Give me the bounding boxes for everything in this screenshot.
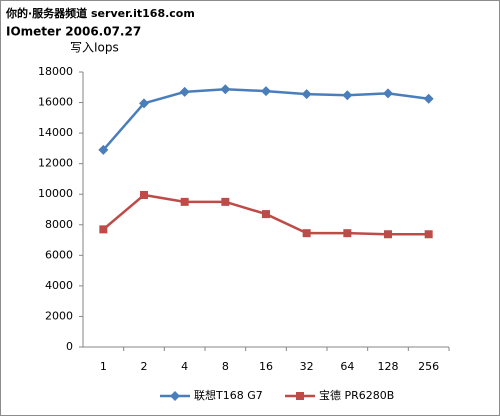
point <box>98 144 109 155</box>
y-tick-label: 4000 <box>45 279 73 292</box>
x-tick-label: 1 <box>100 360 107 373</box>
point <box>423 93 434 104</box>
x-tick-label: 8 <box>222 360 229 373</box>
legend-label: 联想T168 G7 <box>194 388 263 402</box>
point <box>220 84 231 95</box>
point <box>261 86 271 97</box>
point <box>179 86 190 97</box>
x-tick-label: 128 <box>378 360 399 373</box>
point <box>301 89 312 100</box>
point <box>262 210 270 219</box>
point <box>343 229 352 238</box>
point <box>139 98 149 109</box>
legend-label: 宝德 PR6280B <box>319 388 394 402</box>
point <box>342 90 353 101</box>
x-tick-label: 32 <box>300 360 314 373</box>
x-tick-label: 2 <box>141 360 148 373</box>
point <box>140 190 148 199</box>
point <box>180 197 189 206</box>
legend-marker <box>296 392 304 400</box>
y-tick-label: 2000 <box>45 309 73 322</box>
chart-title: 写入Iops <box>70 41 119 55</box>
point <box>383 88 393 99</box>
y-tick-label: 14000 <box>38 126 73 139</box>
x-tick-label: 64 <box>340 360 354 373</box>
x-tick-label: 16 <box>259 360 273 373</box>
watermark: 你的·服务器频道 server.it168.com <box>5 6 195 20</box>
legend-marker <box>170 391 180 401</box>
subtitle: IOmeter 2006.07.27 <box>6 25 141 39</box>
x-tick-label: 256 <box>418 360 439 373</box>
y-tick-label: 18000 <box>38 65 73 78</box>
point <box>302 229 311 238</box>
x-tick-label: 4 <box>181 360 188 373</box>
y-tick-label: 8000 <box>45 218 73 231</box>
y-tick-label: 0 <box>66 340 73 353</box>
point <box>221 197 230 206</box>
point <box>99 225 108 234</box>
y-tick-label: 12000 <box>38 157 73 170</box>
y-tick-label: 10000 <box>38 187 73 200</box>
point <box>384 230 392 239</box>
point <box>424 230 433 239</box>
y-tick-label: 6000 <box>45 248 73 261</box>
y-tick-label: 16000 <box>38 96 73 109</box>
